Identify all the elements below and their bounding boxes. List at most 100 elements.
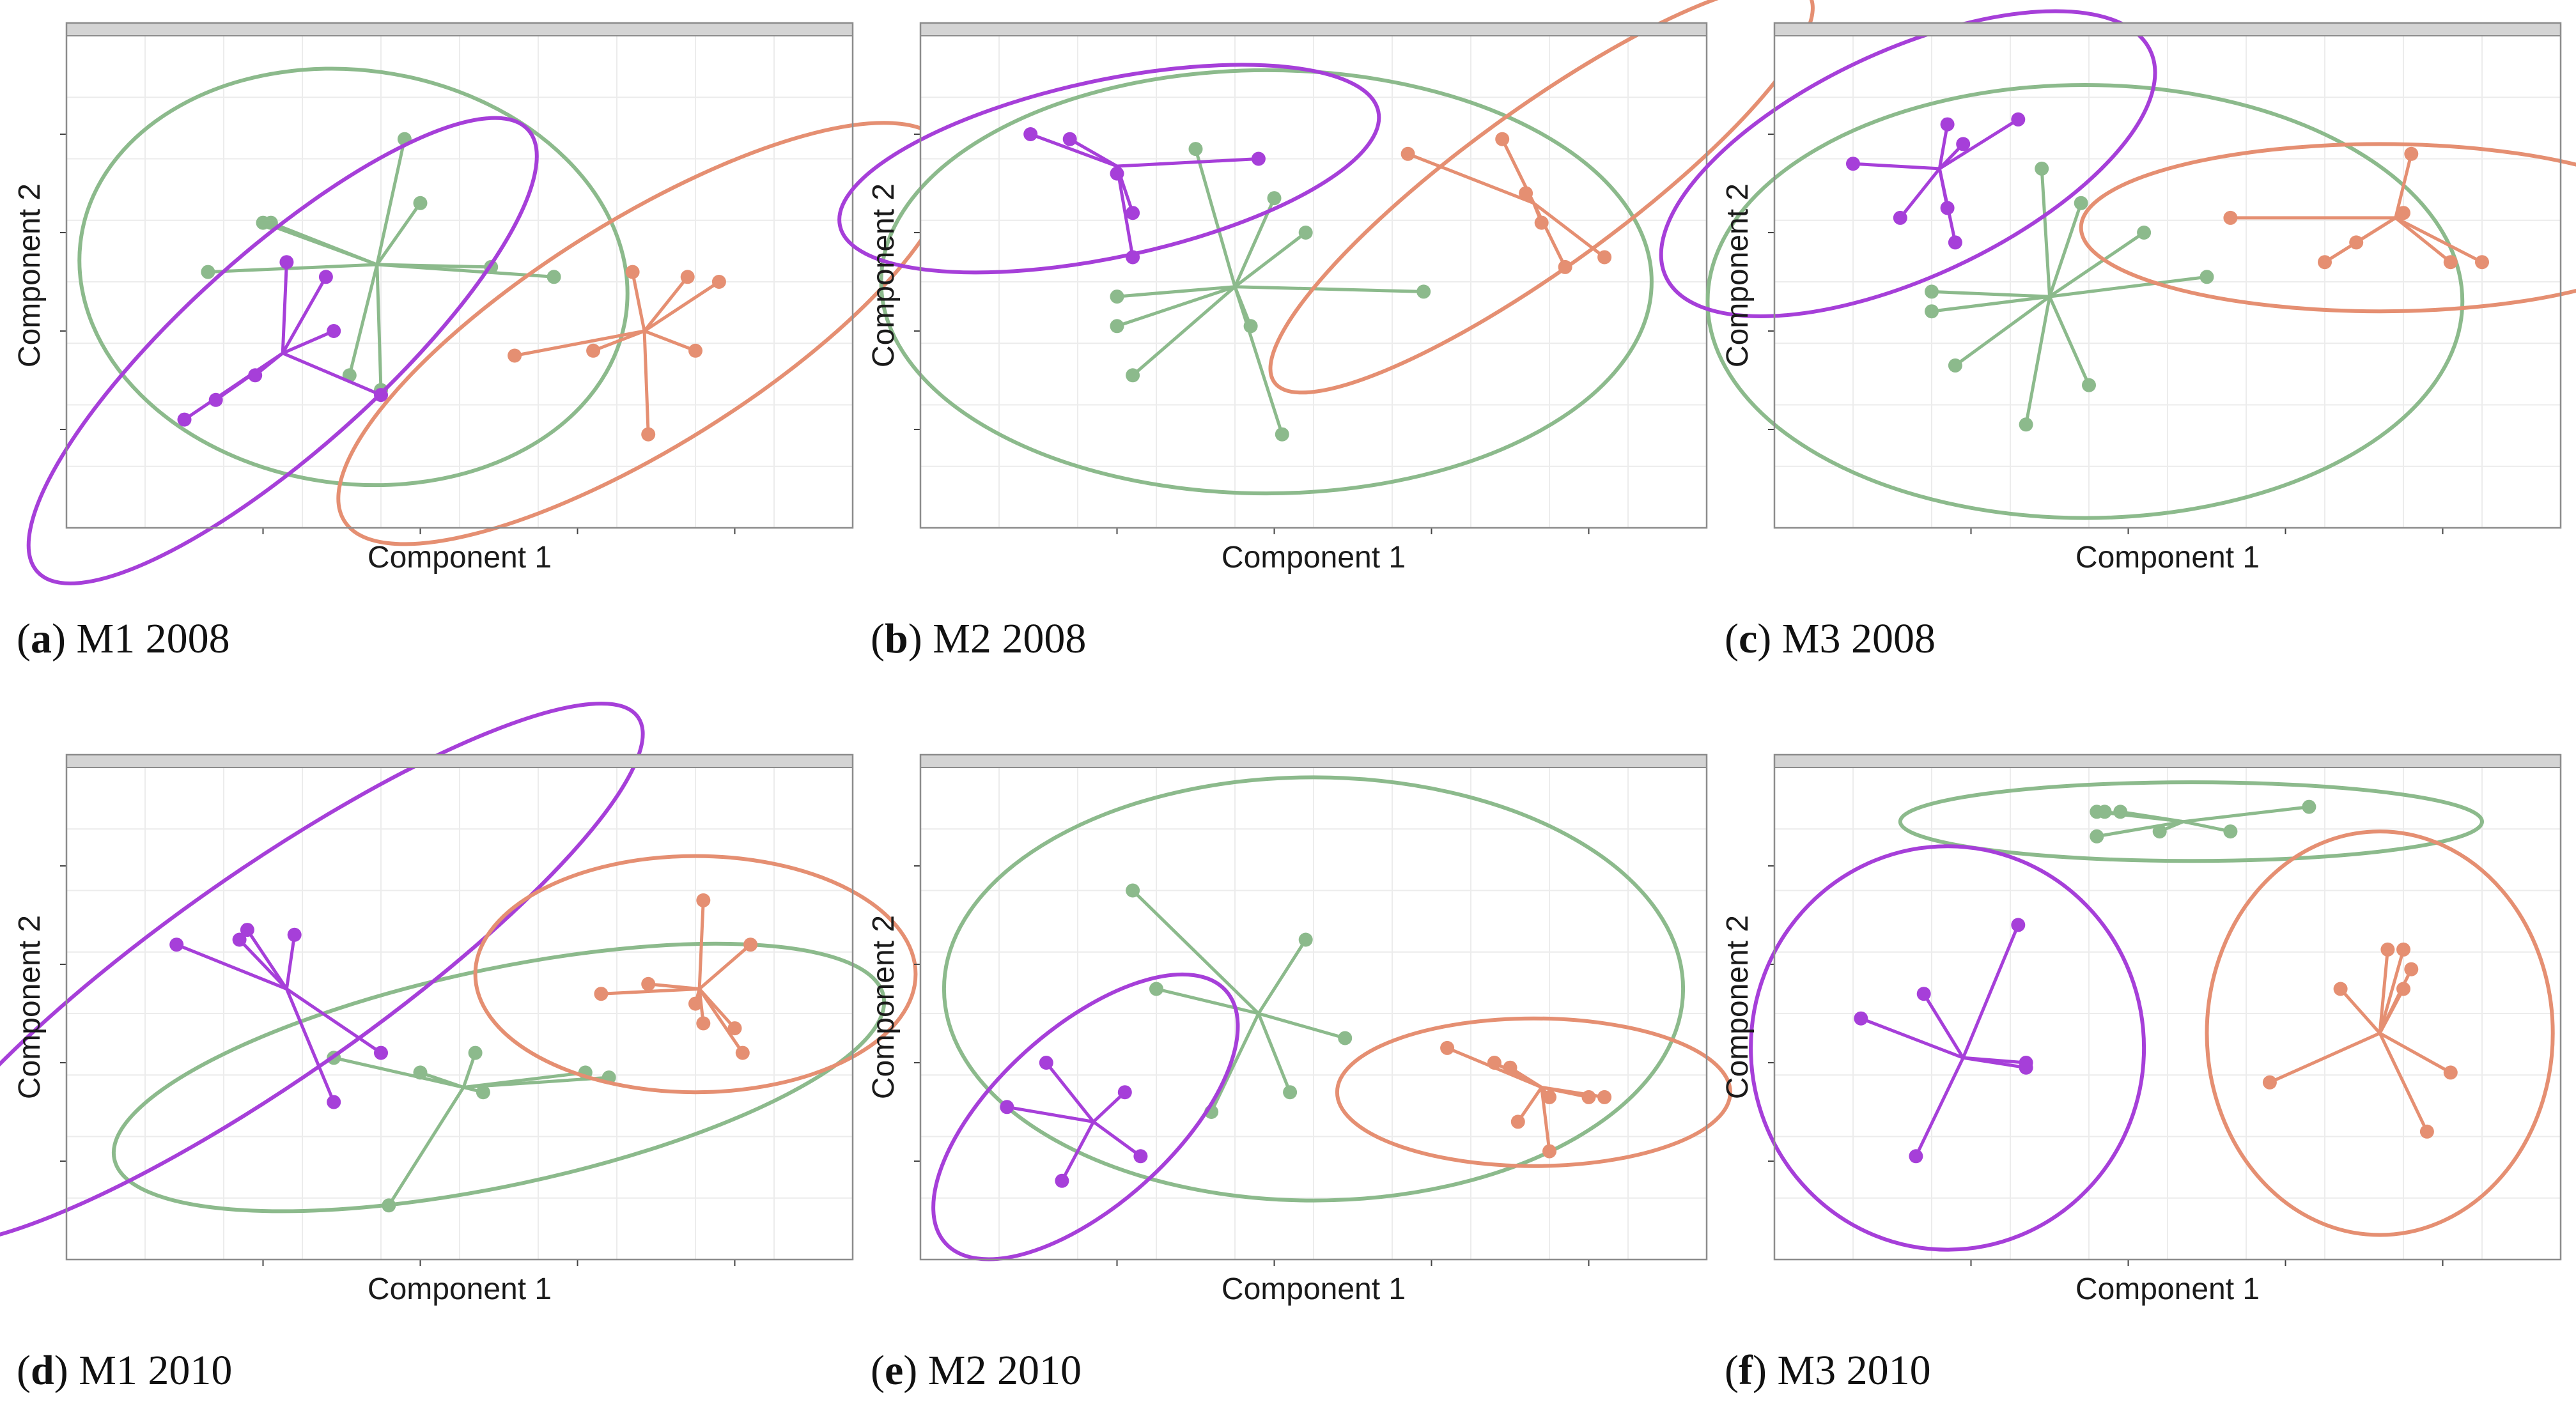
caption-letter: d [31,1347,54,1394]
data-point-purple [2019,1060,2033,1075]
spoke-line-green [1131,889,1260,1015]
data-point-purple [1126,250,1140,265]
spoke-line-green [1257,1013,1292,1093]
panel-strip [920,754,1707,768]
cluster-green [879,68,1654,496]
data-point-green [1149,982,1163,996]
spoke-line-orange [2378,988,2405,1034]
spoke-line-green [1954,295,2051,367]
data-point-green [1243,319,1258,334]
data-point-purple [1039,1056,1053,1070]
y-axis-label: Component 2 [1721,915,1755,1099]
data-point-purple [1000,1100,1014,1114]
x-axis-label: Component 1 [368,1272,552,1306]
panel-caption: (b) M2 2008 [871,615,1086,662]
spoke-line-orange [643,280,720,333]
cluster-ellipse-purple [1659,9,2157,318]
spoke-line-orange [643,275,689,332]
data-point-green [1283,1085,1298,1100]
data-point-purple [1846,157,1860,171]
caption-paren-open: ( [17,615,31,662]
cluster-ellipse-green [1705,83,2465,520]
spoke-line-purple [1962,1056,2026,1070]
data-point-orange [1401,146,1415,161]
data-point-orange [1542,1090,1556,1104]
spoke-line-purple [238,938,288,991]
cluster-ellipse-green [879,68,1654,496]
spoke-line-orange [631,272,646,332]
data-point-orange [1510,1114,1525,1129]
caption-letter: a [31,615,52,662]
data-point-purple [1948,235,1962,250]
data-point-orange [2318,255,2332,270]
cluster-ellipse-purple [26,116,539,585]
data-point-orange [586,343,601,358]
spoke-line-green [375,264,383,390]
data-point-orange [2443,1065,2458,1080]
spoke-line-purple [1898,167,1941,219]
data-point-purple [240,923,254,937]
data-point-green [1298,932,1313,947]
data-point-purple [2011,112,2026,127]
y-axis-label: Component 2 [867,183,901,367]
spoke-line-purple [1914,1057,1965,1157]
data-point-orange [625,265,640,279]
data-point-orange [680,270,695,284]
panel-frame [65,753,854,1261]
data-point-green [2097,805,2112,819]
data-point-green [1298,226,1313,240]
data-point-purple [1023,127,1038,141]
spoke-line-orange [698,988,744,1054]
data-point-purple [1117,1085,1132,1100]
spoke-line-orange [2378,1031,2452,1074]
grid-lines [66,36,853,528]
spoke-line-orange [514,329,645,357]
cluster-green [1898,780,2484,863]
cluster-ellipse-green [1898,780,2484,863]
spoke-line-green [419,1071,464,1089]
spoke-line-purple [1092,1120,1142,1158]
data-point-green [1925,304,1939,319]
spoke-line-orange [2378,1032,2429,1132]
data-point-purple [177,412,192,427]
data-point-orange [508,348,522,363]
caption-text: M1 2008 [76,615,229,662]
spoke-line-purple [245,929,288,990]
spoke-line-orange [1407,152,1535,205]
data-point-orange [594,987,609,1001]
caption-paren-open: ( [871,1347,885,1394]
panel-caption: (d) M1 2010 [17,1347,232,1394]
panel-strip [920,22,1707,36]
data-point-orange [743,937,758,952]
data-point-orange [696,1016,711,1031]
spoke-line-purple [282,351,382,397]
cluster-orange [1268,0,1815,395]
data-point-purple [1126,206,1140,220]
data-point-purple [318,270,333,284]
data-point-green [1416,284,1431,299]
data-point-orange [641,427,656,442]
panel-strip [1774,22,2561,36]
cluster-purple [1749,844,2146,1252]
spoke-line-green [1233,286,1284,435]
spoke-line-green [1234,231,1307,288]
data-point-orange [696,893,711,907]
cluster-ellipse-orange [2079,142,2576,314]
data-point-green [2302,799,2316,814]
caption-text: M3 2008 [1782,615,1936,662]
spoke-line-purple [285,988,336,1103]
spoke-line-purple [1117,157,1259,168]
spoke-line-orange [2394,216,2452,264]
spoke-line-orange [2269,1031,2381,1084]
data-point-orange [1542,1144,1556,1159]
spoke-line-purple [1852,162,1940,171]
x-axis-label: Component 1 [2076,1272,2260,1306]
data-point-purple [169,937,184,952]
spoke-line-purple [1938,118,2019,171]
x-axis-label: Component 1 [368,541,552,574]
data-point-orange [1597,250,1612,265]
spoke-line-green [1257,939,1307,1015]
panel-e: Component 1 Component 2 (e) M2 2010 [867,753,1732,1394]
caption-paren-close: ) [903,1347,927,1394]
